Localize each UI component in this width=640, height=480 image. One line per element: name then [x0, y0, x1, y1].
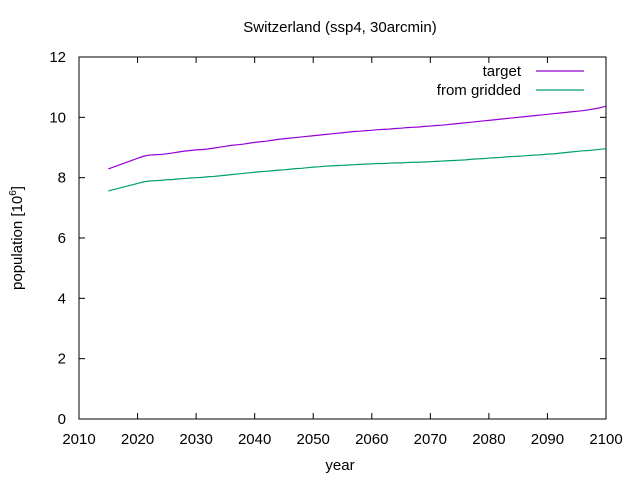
plot-axes: [78, 56, 607, 420]
legend-label-0: target: [483, 63, 522, 80]
series-layer: [108, 105, 607, 192]
y-tick-label-1: 2: [58, 351, 66, 368]
x-axis-label: year: [325, 457, 354, 474]
x-tick-label-5: 2060: [355, 431, 388, 448]
x-tick-label-4: 2050: [297, 431, 330, 448]
x-tick-label-6: 2070: [414, 431, 447, 448]
legend: target from gridded: [437, 63, 584, 99]
y-axis-label-text: population [10: [9, 196, 26, 290]
x-tick-label-2: 2030: [179, 431, 212, 448]
y-tick-label-6: 12: [49, 49, 66, 66]
y-tick-label-5: 10: [49, 109, 66, 126]
x-tick-label-0: 2010: [62, 431, 95, 448]
x-tick-label-9: 2100: [589, 431, 622, 448]
y-tick-label-3: 6: [58, 230, 66, 247]
x-tick-label-8: 2090: [531, 431, 564, 448]
y-axis-label-exponent: 6: [8, 190, 19, 196]
y-axis-label: population [106]: [8, 186, 26, 290]
y-tick-label-0: 0: [58, 411, 66, 428]
chart-title: Switzerland (ssp4, 30arcmin): [243, 19, 436, 36]
plot-frame: [78, 56, 607, 420]
x-tick-label-1: 2020: [121, 431, 154, 448]
legend-label-1: from gridded: [437, 82, 521, 99]
x-tick-label-3: 2040: [238, 431, 271, 448]
x-tick-label-7: 2080: [472, 431, 505, 448]
y-axis-label-close: ]: [9, 186, 26, 190]
axis-ticks: 2010 2020 2030 2040 2050 2060 2070 2080 2090 2100…: [49, 49, 622, 448]
y-tick-label-2: 4: [58, 290, 66, 307]
y-tick-label-4: 8: [58, 170, 66, 187]
series-line-0: [108, 105, 607, 170]
series-line-1: [108, 148, 607, 192]
